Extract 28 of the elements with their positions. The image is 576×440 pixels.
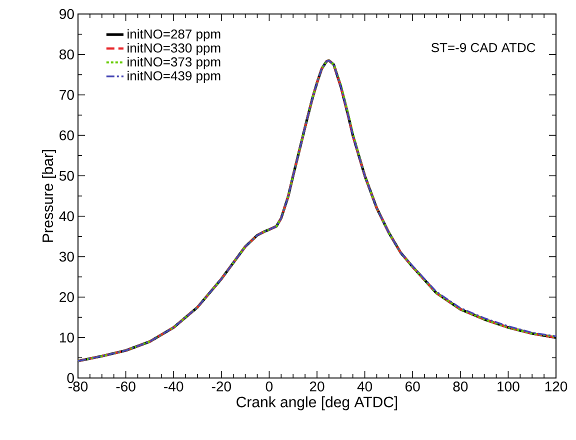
x-tick-label: 0 — [266, 382, 273, 392]
y-tick-label: 0 — [67, 373, 74, 383]
x-tick-label: -80 — [68, 382, 88, 392]
x-tick-label: -60 — [116, 382, 136, 392]
legend-label: initNO=330 ppm — [128, 43, 220, 56]
legend-label: initNO=287 ppm — [128, 29, 220, 42]
y-tick-label: 60 — [60, 130, 74, 140]
y-tick-label: 10 — [60, 332, 74, 343]
x-tick-label: -20 — [212, 382, 231, 392]
y-tick-label: 40 — [59, 211, 74, 222]
y-axis-title: Pressure [bar] — [42, 150, 56, 242]
x-tick-label: 40 — [357, 382, 372, 392]
y-tick-label: 70 — [60, 90, 74, 100]
y-tick-label: 90 — [60, 9, 74, 19]
legend-label: initNO=439 ppm — [128, 70, 220, 84]
x-axis-title: Crank angle [deg ATDC] — [236, 396, 398, 410]
x-tick-label: 80 — [453, 382, 468, 392]
y-tick-label: 30 — [59, 252, 74, 262]
y-tick-label: 80 — [60, 49, 74, 60]
x-tick-label: 120 — [545, 382, 568, 392]
x-tick-label: -40 — [164, 382, 184, 392]
y-tick-label: 50 — [59, 170, 74, 181]
legend-label: initNO=373 ppm — [128, 56, 220, 70]
annotation: ST=-9 CAD ATDC — [431, 43, 536, 52]
x-tick-label: 60 — [406, 382, 420, 392]
x-tick-label: 20 — [310, 382, 324, 392]
x-tick-label: 100 — [498, 382, 520, 392]
y-tick-label: 20 — [60, 292, 74, 302]
